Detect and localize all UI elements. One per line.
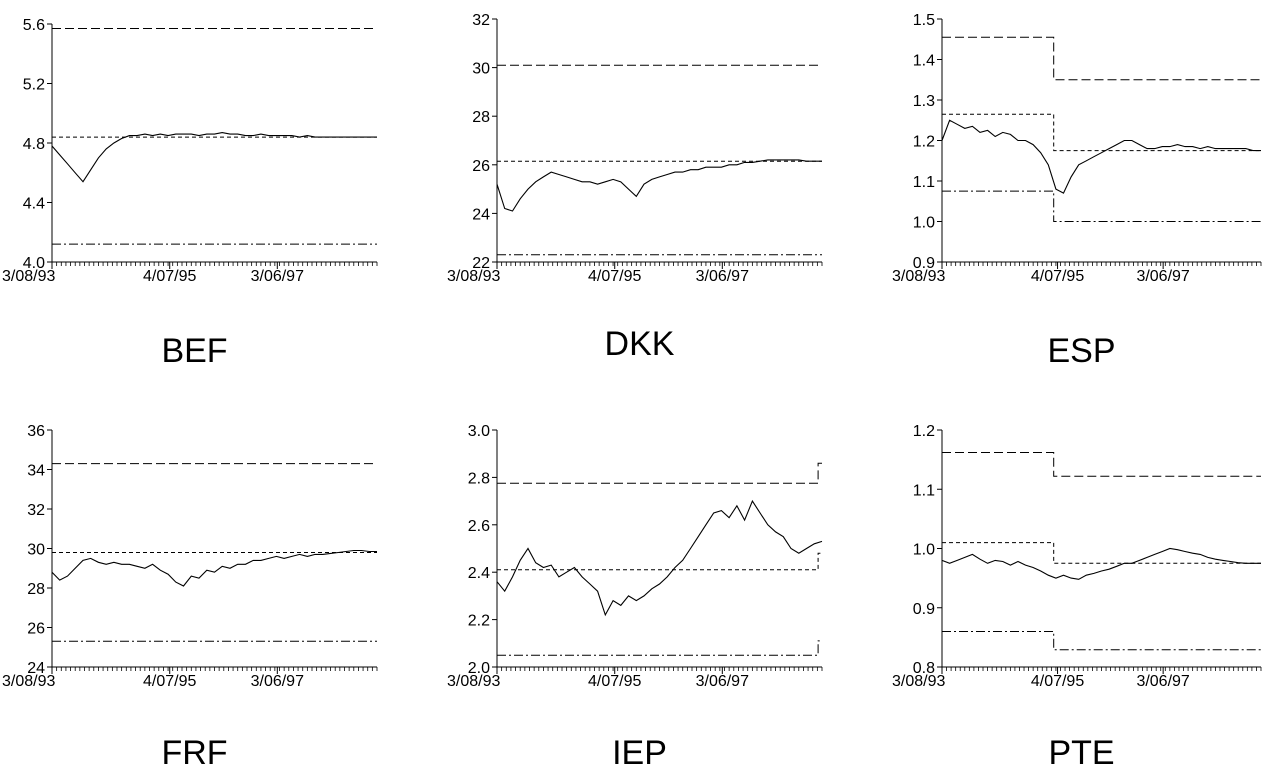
x-tick-label: 4/07/95 <box>1031 673 1084 690</box>
y-tick-label: 32 <box>472 12 490 29</box>
x-tick-label: 3/06/97 <box>251 268 304 285</box>
series-line <box>51 549 377 587</box>
x-tick-label: 4/07/95 <box>1031 268 1084 285</box>
y-tick-label: 3.0 <box>468 423 490 440</box>
x-tick-label: 4/07/95 <box>588 673 641 690</box>
y-tick-label: 24 <box>27 660 45 677</box>
panel-title: DKK <box>605 325 675 363</box>
y-tick-label: 36 <box>27 423 45 440</box>
x-tick-label: 3/08/93 <box>447 673 500 690</box>
band-dash-dot <box>942 190 1261 222</box>
panel-title: BEF <box>161 332 227 370</box>
series-line <box>496 159 822 212</box>
chart-panel-esp: 0.9 1.0 1.1 1.2 1.3 1.4 1.5 3/08/93 4/07/95 3/06/… <box>892 12 1262 370</box>
x-tick-label: 4/07/95 <box>143 673 196 690</box>
y-tick-label: 26 <box>472 158 490 175</box>
x-tick-label: 3/06/97 <box>696 268 749 285</box>
y-tick-label: 4.0 <box>23 255 45 272</box>
series-line <box>941 547 1261 580</box>
x-tick-label: 3/06/97 <box>1136 673 1189 690</box>
y-tick-label: 0.8 <box>913 660 935 677</box>
y-tick-label: 26 <box>27 621 45 638</box>
y-tick-label: 0.9 <box>913 601 935 618</box>
x-tick-label: 3/06/97 <box>1136 268 1189 285</box>
x-tick-label: 3/08/93 <box>2 673 55 690</box>
band-short-dash <box>497 552 822 571</box>
y-tick-label: 1.1 <box>913 174 935 191</box>
y-tick-label: 1.4 <box>913 53 935 70</box>
x-tick-label: 4/07/95 <box>588 268 641 285</box>
band-long-dash <box>497 462 822 484</box>
chart-panel-dkk: 22 24 26 28 30 32 3/08/93 4/07/95 3/06/97 DKK <box>447 12 823 363</box>
y-tick-label: 2.0 <box>468 660 490 677</box>
band-long-dash <box>942 452 1261 477</box>
y-tick-label: 5.6 <box>23 17 45 34</box>
x-tick-label: 3/08/93 <box>892 268 945 285</box>
y-tick-label: 2.8 <box>468 470 490 487</box>
y-tick-label: 1.5 <box>913 12 935 29</box>
y-tick-label: 32 <box>27 502 45 519</box>
x-tick-label: 3/06/97 <box>696 673 749 690</box>
chart-panel-pte: 0.8 0.9 1.0 1.1 1.2 3/08/93 4/07/95 3/06/97 PTE <box>892 423 1262 770</box>
y-tick-label: 2.4 <box>468 565 490 582</box>
y-tick-label: 30 <box>27 542 45 559</box>
series-line <box>496 499 823 617</box>
y-tick-label: 1.3 <box>913 93 935 110</box>
y-tick-label: 34 <box>27 463 45 480</box>
y-tick-label: 1.1 <box>913 482 935 499</box>
band-long-dash <box>942 36 1261 81</box>
x-tick-label: 3/08/93 <box>892 673 945 690</box>
y-tick-label: 2.6 <box>468 518 490 535</box>
band-dash-dot <box>497 640 822 656</box>
y-tick-label: 28 <box>27 581 45 598</box>
x-tick-label: 3/08/93 <box>2 268 55 285</box>
band-dash-dot <box>942 631 1261 651</box>
chart-panel-frf: 24 26 28 30 32 34 36 3/08/93 4/07/95 3/06/97 FRF <box>2 423 378 770</box>
y-tick-label: 0.9 <box>913 255 935 272</box>
y-tick-label: 5.2 <box>23 77 45 94</box>
y-tick-label: 30 <box>472 61 490 78</box>
y-tick-label: 22 <box>472 255 490 272</box>
band-short-dash <box>942 542 1261 564</box>
y-tick-label: 1.2 <box>913 134 935 151</box>
y-tick-label: 1.2 <box>913 423 935 440</box>
chart-panel-bef: 4.0 4.4 4.8 5.2 5.6 3/08/93 4/07/95 3/06/97 BEF <box>2 17 378 370</box>
series-line <box>51 132 377 183</box>
y-tick-label: 4.8 <box>23 136 45 153</box>
y-tick-label: 24 <box>472 206 490 223</box>
x-tick-label: 3/06/97 <box>251 673 304 690</box>
y-tick-label: 1.0 <box>913 215 935 232</box>
panel-title: ESP <box>1047 332 1115 370</box>
y-tick-label: 4.4 <box>23 196 45 213</box>
x-tick-label: 3/08/93 <box>447 268 500 285</box>
band-short-dash <box>942 113 1261 152</box>
y-tick-label: 2.2 <box>468 613 490 630</box>
chart-panel-iep: 2.0 2.2 2.4 2.6 2.8 3.0 3/08/93 4/07/95 3/06/97 I… <box>447 423 823 770</box>
y-tick-label: 1.0 <box>913 542 935 559</box>
series-line <box>941 119 1261 194</box>
y-tick-label: 28 <box>472 109 490 126</box>
panel-title: IEP <box>612 734 667 770</box>
panel-title: FRF <box>161 734 227 770</box>
panel-title: PTE <box>1048 734 1114 770</box>
x-tick-label: 4/07/95 <box>143 268 196 285</box>
